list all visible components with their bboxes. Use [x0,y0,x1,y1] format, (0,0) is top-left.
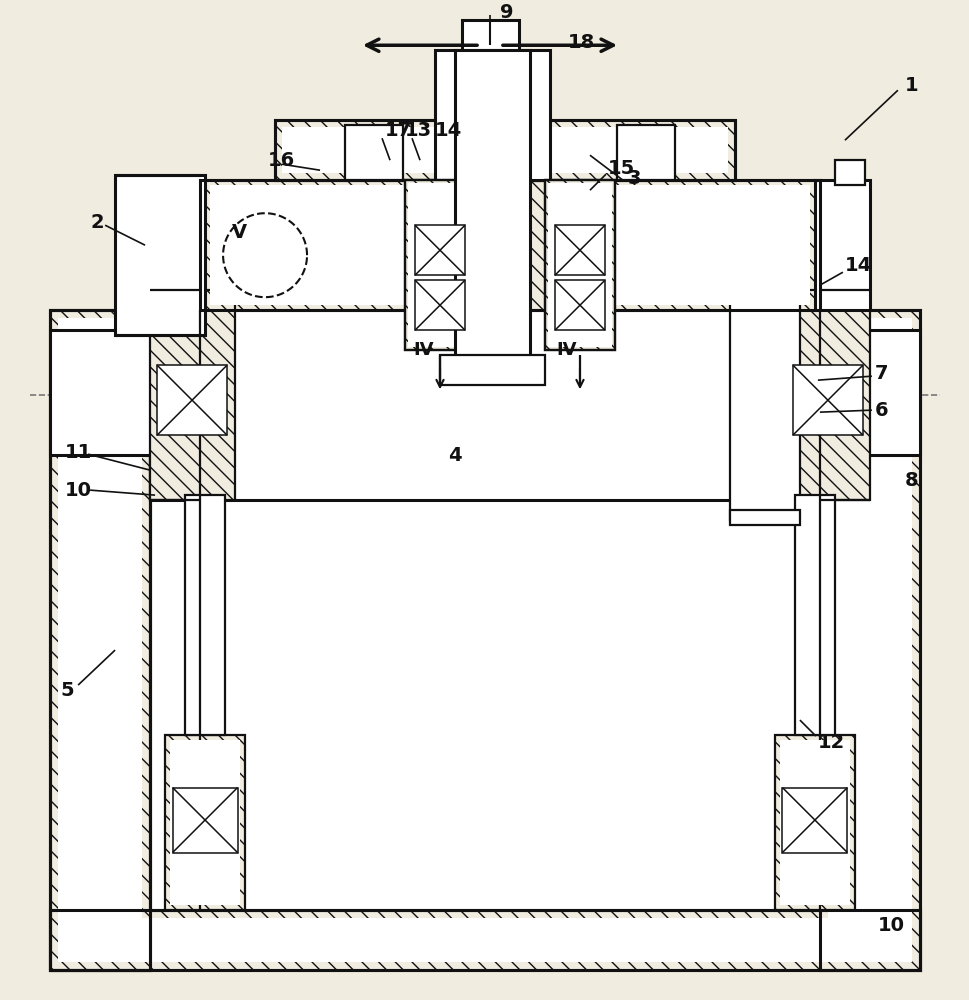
Bar [779,740,849,905]
Bar [616,125,674,180]
Bar [210,185,420,305]
Bar [58,918,911,962]
Text: 17: 17 [385,121,412,140]
Bar [799,330,919,455]
Bar [50,310,150,970]
Text: 14: 14 [844,256,871,275]
Text: 15: 15 [608,159,635,178]
Text: IV: IV [555,341,576,359]
Bar [275,120,735,180]
Bar [150,310,819,910]
Text: 6: 6 [874,401,888,420]
Bar [547,183,611,347]
Text: V: V [232,223,247,242]
Text: 11: 11 [65,443,92,462]
Text: 18: 18 [568,33,595,52]
Bar [50,310,150,970]
Text: 14: 14 [434,121,462,140]
Bar [545,180,614,350]
Bar [415,280,464,330]
Text: 3: 3 [627,169,641,188]
Bar [795,495,834,735]
Bar [115,175,204,335]
Text: 4: 4 [448,446,461,465]
Bar [730,290,799,520]
Bar [774,735,854,910]
Text: 2: 2 [90,213,104,232]
Bar [828,318,911,962]
Text: 16: 16 [267,151,295,170]
Bar [58,318,141,962]
Bar [170,740,239,905]
Text: IV: IV [413,341,433,359]
Text: 10: 10 [877,916,904,935]
Bar [150,290,234,500]
Bar [834,160,864,185]
Bar [165,735,245,910]
Bar [819,310,919,970]
Bar [275,120,735,180]
Bar [50,910,919,970]
Bar [600,185,809,305]
Text: 13: 13 [405,121,432,140]
Bar [185,495,225,735]
Text: 7: 7 [874,364,888,383]
Bar [454,50,529,380]
Text: 9: 9 [499,3,513,22]
Bar [172,788,237,853]
Text: 8: 8 [904,471,918,490]
Bar [50,910,919,970]
Text: 12: 12 [817,733,844,752]
Bar [814,180,869,310]
Bar [792,365,862,435]
Bar [282,127,727,173]
Bar [784,290,869,500]
Text: 5: 5 [60,681,74,700]
Bar [405,180,475,350]
Bar [200,180,819,310]
Bar [415,225,464,275]
Bar [408,183,472,347]
Bar [150,290,819,500]
Bar [730,510,799,525]
Bar [157,365,227,435]
Bar [782,788,847,853]
Bar [405,180,475,350]
Bar [554,280,605,330]
Text: 10: 10 [65,481,92,500]
Bar [819,310,919,970]
Bar [50,330,170,455]
Bar [545,180,614,350]
Bar [200,180,819,310]
Bar [440,355,545,385]
Bar [434,50,549,180]
Bar [345,125,402,180]
Bar [554,225,605,275]
Bar [461,20,518,50]
Text: 1: 1 [904,76,918,95]
